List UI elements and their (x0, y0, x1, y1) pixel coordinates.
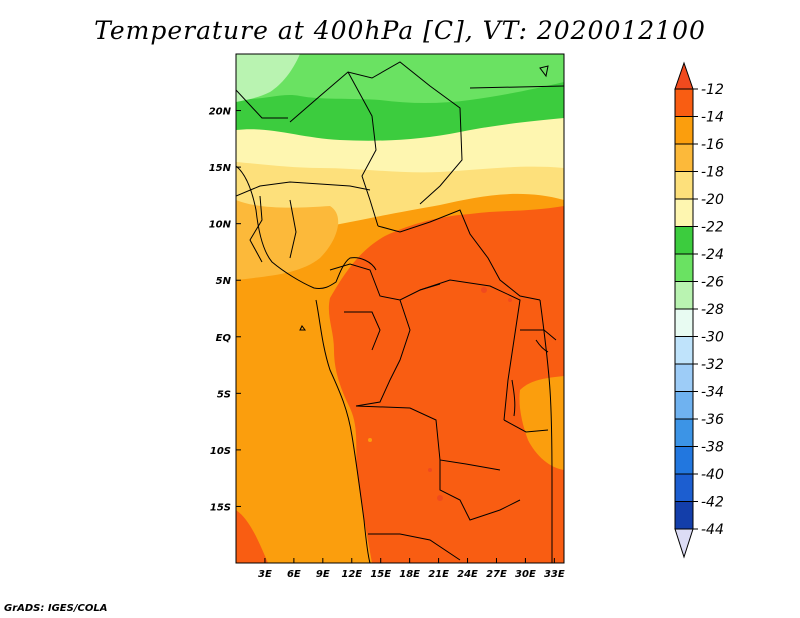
colorbar-label: -18 (701, 165, 724, 181)
lon-tick-label: 12E (341, 569, 362, 580)
lake-3 (539, 65, 549, 78)
lake-2 (511, 379, 516, 417)
border-2 (236, 89, 288, 119)
coastline-west-africa (236, 165, 377, 289)
lat-tick-label: 15N (209, 163, 232, 174)
colorbar-label: -30 (701, 330, 724, 346)
border-12 (419, 279, 521, 421)
map-title: Temperature at 400hPa [C], VT: 202001210… (94, 16, 706, 45)
border-15 (368, 533, 461, 561)
lat-tick-label: 20N (209, 107, 232, 118)
lon-tick-label: 27E (486, 569, 507, 580)
lat-tick-label: 10S (210, 446, 231, 457)
colorbar-label: -12 (701, 82, 724, 98)
colorbar-swatch (674, 226, 694, 255)
border-4 (469, 85, 564, 89)
colorbar-swatch (674, 446, 694, 475)
colorbar-swatch (674, 418, 694, 447)
colorbar-label: -42 (701, 495, 724, 511)
border-17 (503, 419, 549, 433)
lon-tick-label: 33E (544, 569, 565, 580)
coastline-east-africa (539, 299, 553, 563)
colorbar-label: -32 (701, 357, 724, 373)
colorbar: -12 -14 -16 -18 -20 -22 -24 -26 -28 -30 -32 -34 -36 -… (674, 61, 724, 559)
border-16 (520, 329, 557, 341)
map-frame (235, 53, 565, 564)
colorbar-label: -34 (701, 385, 724, 401)
colorbar-swatch (674, 253, 694, 282)
colorbar-swatch (674, 281, 694, 310)
border-1 (289, 61, 463, 205)
colorbar-bottom-arrow (674, 528, 694, 559)
colorbar-label: -20 (701, 192, 724, 208)
colorbar-label: -14 (701, 110, 724, 126)
colorbar-swatch (674, 308, 694, 337)
longitude-axis: 3E 6E 9E 12E 15E 18E 21E 24E 27E 30E 33E (258, 558, 565, 580)
lat-tick-label: 5S (217, 389, 231, 400)
band-minus-12-sw (236, 510, 268, 563)
lat-tick-label: 15S (210, 502, 231, 513)
band-minus-14-east (519, 376, 564, 470)
lon-tick-label: 30E (515, 569, 536, 580)
colorbar-label: -40 (701, 467, 724, 483)
colorbar-label: -36 (701, 412, 724, 428)
colorbar-label: -28 (701, 302, 724, 318)
border-6 (249, 195, 263, 263)
colorbar-swatch (674, 198, 694, 227)
colorbar-label: -24 (701, 247, 724, 263)
lat-tick-label: EQ (216, 333, 232, 344)
border-3 (347, 71, 379, 227)
lon-tick-label: 21E (428, 569, 449, 580)
colorbar-swatch (674, 88, 694, 117)
border-13 (355, 405, 501, 471)
lake-1 (535, 339, 549, 353)
island-1 (299, 325, 306, 331)
lon-tick-label: 18E (399, 569, 420, 580)
grads-credit: GrADS: IGES/COLA (4, 603, 108, 614)
border-14 (439, 460, 521, 521)
lon-tick-label: 9E (316, 569, 330, 580)
lat-tick-label: 5N (216, 276, 232, 287)
colorbar-top-arrow (674, 61, 694, 90)
colorbar-swatch (674, 143, 694, 172)
colorbar-swatch (674, 363, 694, 392)
lon-tick-label: 6E (287, 569, 301, 580)
border-5 (236, 181, 371, 197)
border-11 (355, 299, 411, 407)
border-7 (289, 199, 297, 259)
colorbar-label: -44 (701, 522, 724, 538)
lon-tick-label: 24E (457, 569, 478, 580)
band-minus-12 (328, 206, 564, 563)
lat-tick-label: 10N (209, 220, 232, 231)
colorbar-label: -26 (701, 275, 724, 291)
colorbar-swatch (674, 391, 694, 420)
coastline-central-africa (315, 299, 371, 563)
country-boundaries (236, 61, 564, 563)
border-10 (344, 311, 381, 351)
temperature-field (236, 54, 564, 563)
colorbar-label: -16 (701, 137, 724, 153)
border-8 (377, 209, 541, 301)
colorbar-label: -38 (701, 440, 724, 456)
colorbar-label: -22 (701, 220, 724, 236)
lon-tick-label: 15E (370, 569, 391, 580)
lon-tick-label: 3E (258, 569, 272, 580)
colorbar-swatch (674, 336, 694, 365)
band-minus-26 (236, 54, 300, 102)
colorbar-swatch (674, 473, 694, 502)
colorbar-swatch (674, 116, 694, 145)
colorbar-swatch (674, 171, 694, 200)
band-minus-24 (236, 54, 564, 103)
latitude-axis: 20N 15N 10N 5N EQ 5S 10S 15S (209, 107, 241, 513)
colorbar-swatch (674, 501, 694, 530)
